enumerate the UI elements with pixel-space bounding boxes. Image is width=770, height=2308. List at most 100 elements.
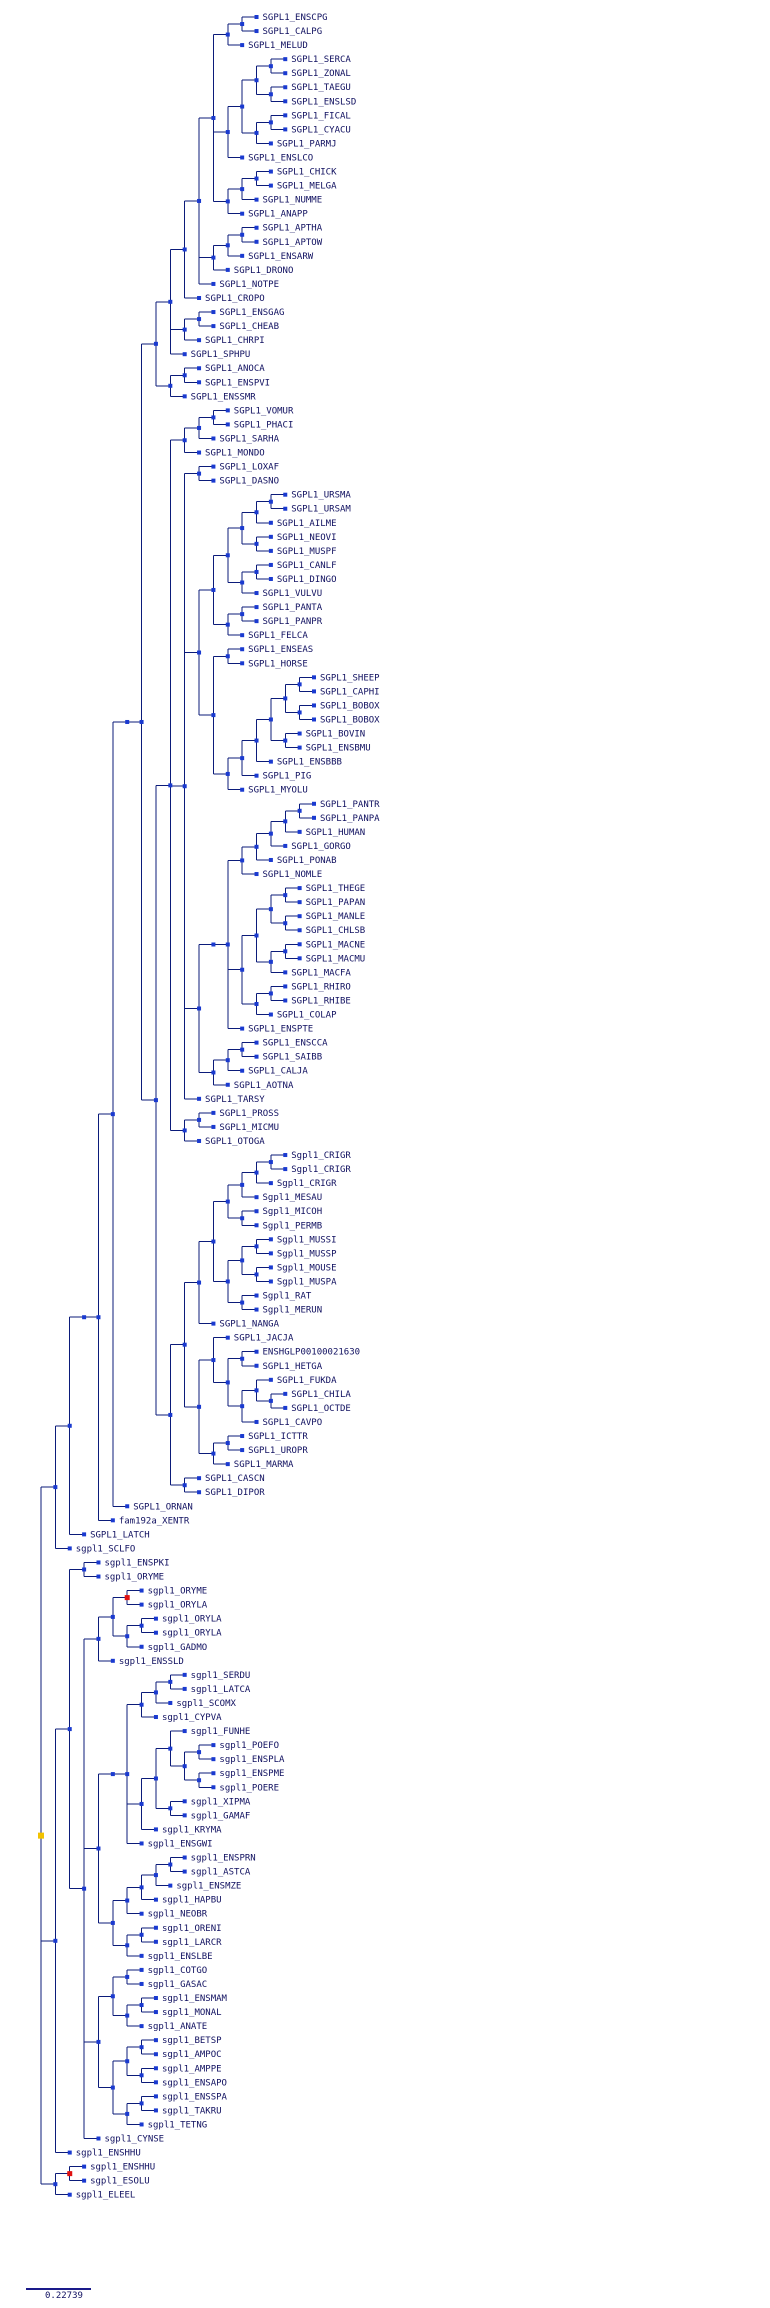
leaf-node[interactable] [268, 1251, 273, 1256]
leaf-label[interactable]: SGPL1_CROPO [205, 294, 265, 304]
leaf-node[interactable] [168, 1883, 173, 1888]
leaf-label[interactable]: SGPL1_CALJA [248, 1067, 308, 1077]
leaf-node[interactable] [254, 1223, 259, 1228]
internal-node[interactable] [240, 1356, 245, 1361]
leaf-label[interactable]: SGPL1_MONDO [205, 449, 265, 459]
internal-node[interactable] [283, 738, 288, 743]
internal-node[interactable] [254, 541, 259, 546]
leaf-label[interactable]: SGPL1_NOMLE [263, 870, 323, 880]
leaf-label[interactable]: SGPL1_PROSS [219, 1109, 279, 1119]
leaf-node[interactable] [268, 534, 273, 539]
leaf-label[interactable]: sgpl1_ORYME [104, 1573, 164, 1583]
internal-node[interactable] [254, 1388, 259, 1393]
leaf-node[interactable] [240, 1434, 245, 1439]
leaf-node[interactable] [268, 1377, 273, 1382]
internal-node[interactable] [125, 2013, 130, 2018]
leaf-node[interactable] [254, 591, 259, 596]
internal-node[interactable] [125, 2059, 130, 2064]
leaf-node[interactable] [96, 2136, 101, 2141]
leaf-label[interactable]: Sgpl1_CRIGR [277, 1179, 337, 1189]
leaf-node[interactable] [182, 1855, 187, 1860]
leaf-node[interactable] [125, 1504, 130, 1509]
leaf-label[interactable]: sgpl1_TETNG [148, 2120, 208, 2130]
leaf-node[interactable] [225, 422, 230, 427]
internal-node[interactable] [182, 438, 187, 443]
leaf-label[interactable]: Sgpl1_MUSPA [277, 1277, 337, 1287]
leaf-label[interactable]: SGPL1_HUMAN [306, 828, 366, 838]
leaf-node[interactable] [211, 436, 216, 441]
leaf-label[interactable]: SGPL1_PANTR [320, 800, 380, 810]
leaf-label[interactable]: SGPL1_VULVU [263, 589, 323, 599]
leaf-node[interactable] [182, 352, 187, 357]
leaf-label[interactable]: sgpl1_NEOBR [148, 1910, 208, 1920]
internal-node[interactable] [297, 710, 302, 715]
leaf-label[interactable]: sgpl1_ENSPKI [104, 1558, 169, 1568]
leaf-node[interactable] [240, 211, 245, 216]
leaf-node[interactable] [283, 57, 288, 62]
leaf-node[interactable] [254, 239, 259, 244]
leaf-node[interactable] [240, 787, 245, 792]
internal-node[interactable] [240, 22, 245, 27]
leaf-node[interactable] [211, 281, 216, 286]
leaf-label[interactable]: SGPL1_MELGA [277, 182, 337, 192]
internal-node[interactable] [139, 1932, 144, 1937]
internal-node[interactable] [225, 130, 230, 135]
leaf-node[interactable] [283, 506, 288, 511]
internal-node[interactable] [168, 1412, 173, 1417]
leaf-label[interactable]: sgpl1_CYNSE [104, 2135, 164, 2145]
internal-node[interactable] [254, 1244, 259, 1249]
internal-node[interactable] [82, 1886, 87, 1891]
leaf-label[interactable]: Sgpl1_RAT [263, 1292, 312, 1302]
leaf-label[interactable]: sgpl1_HAPBU [162, 1896, 222, 1906]
leaf-label[interactable]: SGPL1_ENSBBB [277, 758, 342, 768]
leaf-label[interactable]: SGPL1_PANPR [263, 617, 323, 627]
leaf-node[interactable] [312, 703, 316, 708]
internal-node[interactable] [225, 32, 230, 37]
leaf-label[interactable]: SGPL1_PHACI [234, 420, 294, 430]
leaf-node[interactable] [297, 914, 302, 919]
internal-node[interactable] [283, 921, 288, 926]
leaf-node[interactable] [211, 324, 216, 329]
leaf-label[interactable]: SGPL1_THEGE [306, 884, 366, 894]
leaf-node[interactable] [197, 380, 202, 385]
internal-node[interactable] [153, 1690, 158, 1695]
leaf-label[interactable]: SGPL1_URSMA [291, 491, 351, 501]
leaf-node[interactable] [240, 633, 245, 638]
leaf-node[interactable] [67, 2192, 72, 2197]
internal-node[interactable] [139, 2073, 144, 2078]
internal-node[interactable] [38, 1832, 44, 1839]
internal-node[interactable] [125, 2111, 130, 2116]
leaf-label[interactable]: SGPL1_HETGA [263, 1362, 323, 1372]
internal-node[interactable] [211, 587, 216, 592]
leaf-label[interactable]: sgpl1_MONAL [162, 2008, 222, 2018]
leaf-node[interactable] [240, 155, 245, 160]
internal-node[interactable] [139, 2045, 144, 2050]
internal-node[interactable] [139, 1801, 144, 1806]
internal-node[interactable] [197, 471, 202, 476]
internal-node[interactable] [96, 1636, 101, 1641]
leaf-node[interactable] [153, 1616, 158, 1621]
leaf-node[interactable] [182, 1813, 187, 1818]
internal-node[interactable] [197, 425, 202, 430]
leaf-node[interactable] [283, 99, 288, 104]
leaf-node[interactable] [254, 1349, 259, 1354]
leaf-label[interactable]: sgpl1_ANATE [148, 2022, 208, 2032]
internal-node[interactable] [182, 1764, 187, 1769]
internal-node[interactable] [240, 612, 245, 617]
leaf-node[interactable] [268, 548, 273, 553]
leaf-node[interactable] [211, 1321, 216, 1326]
internal-node[interactable] [168, 383, 173, 388]
leaf-label[interactable]: SGPL1_MUSPF [277, 547, 337, 557]
leaf-node[interactable] [197, 295, 202, 300]
leaf-label[interactable]: SGPL1_ANOCA [205, 364, 265, 374]
leaf-node[interactable] [254, 29, 259, 34]
internal-node[interactable] [211, 1451, 216, 1456]
leaf-label[interactable]: SGPL1_CASCN [205, 1474, 265, 1484]
leaf-label[interactable]: sgpl1_XIPMA [191, 1797, 251, 1807]
internal-node[interactable] [125, 1634, 130, 1639]
internal-node[interactable] [53, 2182, 58, 2187]
leaf-node[interactable] [182, 1672, 187, 1677]
leaf-label[interactable]: Sgpl1_MESAU [263, 1193, 323, 1203]
leaf-label[interactable]: SGPL1_SAIBB [263, 1053, 323, 1063]
leaf-label[interactable]: SGPL1_PANTA [263, 603, 323, 613]
